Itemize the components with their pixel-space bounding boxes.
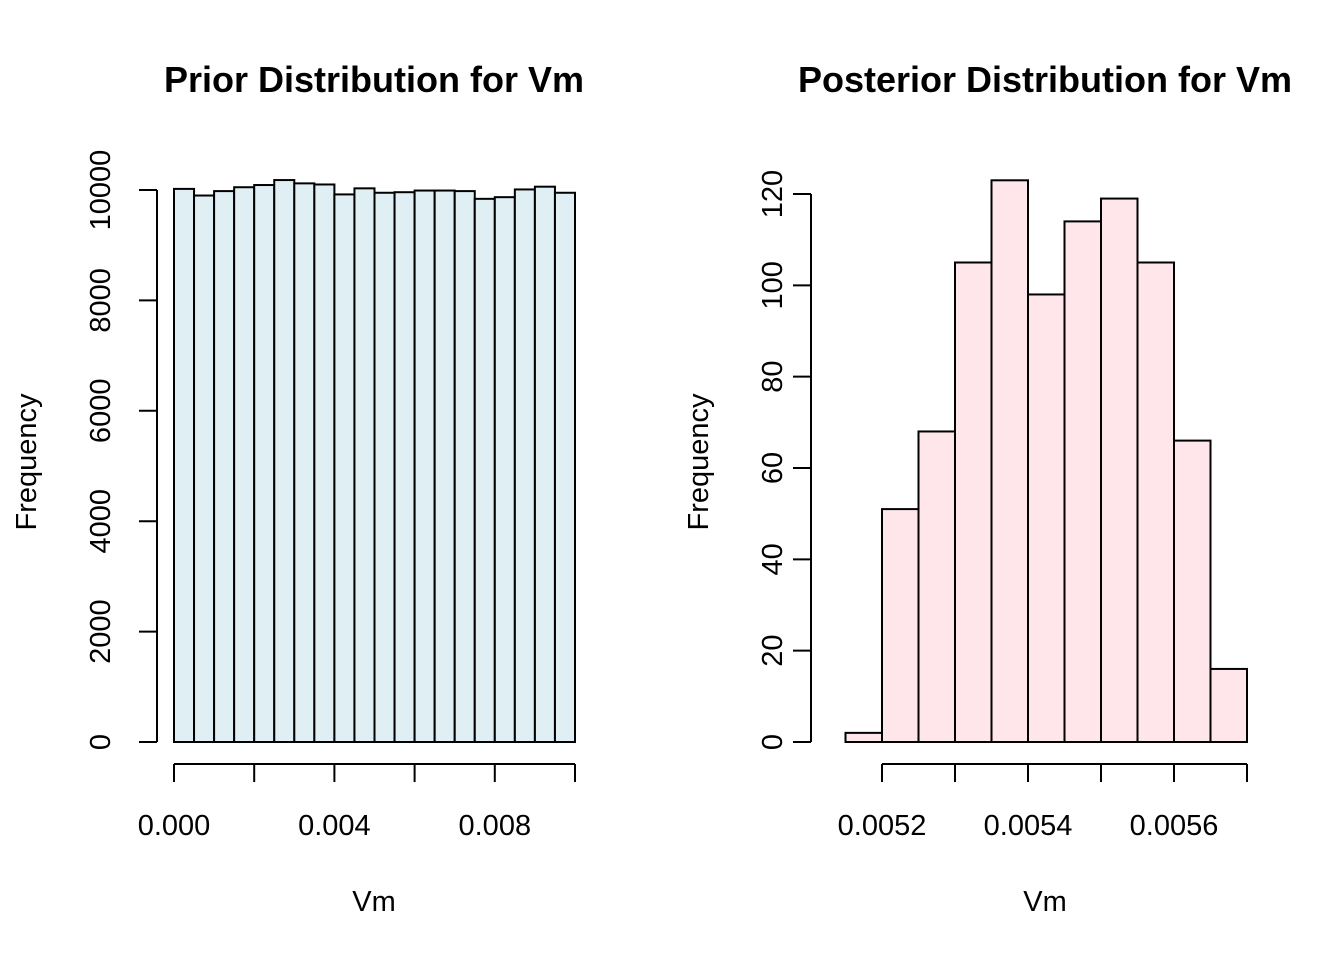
histogram-bar [293,182,316,744]
x-tick-label: 0.0052 [838,810,927,842]
y-tick-label: 8000 [85,268,117,333]
x-tick-label: 0.000 [138,810,211,842]
histogram-bar [413,189,436,743]
histogram-bar [313,183,336,744]
y-tick-label: 80 [757,361,789,393]
histogram-bars [173,179,577,744]
y-axis-label: Frequency [11,393,43,531]
histogram-bar [253,184,276,744]
histogram-bar [1173,439,1212,743]
histogram-bar [1136,261,1175,743]
chart-title: Prior Distribution for Vm [164,59,584,100]
y-axis: 0 20 40 60 80 100 120 [757,170,812,750]
y-tick-label: 120 [757,170,789,218]
chart-title: Posterior Distribution for Vm [798,59,1292,100]
y-tick-label: 4000 [85,489,117,554]
prior-histogram-panel: Prior Distribution for Vm 0 2000 4000 6000 80… [11,59,584,918]
histogram-bar [453,190,476,743]
histogram-bar [433,189,456,743]
x-axis: 0.0052 0.0054 0.0056 [838,763,1248,842]
y-tick-label: 60 [757,452,789,484]
histogram-bar [213,190,236,743]
y-tick-label: 20 [757,635,789,667]
y-tick-label: 10000 [85,150,117,231]
x-axis: 0.000 0.004 0.008 [138,763,576,842]
x-tick-label: 0.0054 [984,810,1073,842]
histogram-bar [533,185,556,744]
histogram-bar [1027,293,1066,743]
histogram-bars [844,179,1248,744]
histogram-bar [1100,197,1139,744]
histogram-bar [1209,667,1248,744]
histogram-bar [273,179,296,743]
histogram-bar [193,194,216,743]
histogram-bar [233,186,256,744]
x-tick-label: 0.008 [459,810,532,842]
y-tick-label: 0 [85,734,117,750]
x-tick-label: 0.004 [298,810,371,842]
y-tick-label: 40 [757,543,789,575]
histogram-bar [373,191,396,743]
histogram-bar [333,193,356,743]
histogram-bar [553,191,577,743]
histogram-bar [917,430,956,743]
x-axis-label: Vm [1023,886,1067,918]
x-tick-label: 0.0056 [1130,810,1219,842]
histogram-bar [954,261,993,743]
histogram-bar [353,187,376,743]
histogram-bar [513,188,536,743]
histogram-bar [881,508,920,743]
histogram-bar [473,197,496,744]
histogram-bar [393,191,416,743]
histogram-bar [173,187,196,743]
y-tick-label: 2000 [85,599,117,664]
histogram-bar [990,179,1029,744]
histogram-bar [1063,220,1102,743]
histogram-bar [493,196,516,743]
y-axis-label: Frequency [683,393,715,531]
y-tick-label: 100 [757,261,789,309]
histogram-bar [844,731,883,743]
x-axis-label: Vm [352,886,396,918]
y-tick-label: 6000 [85,379,117,444]
y-axis: 0 2000 4000 6000 8000 10000 [85,150,158,750]
posterior-histogram-panel: Posterior Distribution for Vm 0 20 40 60 80 10… [683,59,1292,918]
y-tick-label: 0 [757,734,789,750]
